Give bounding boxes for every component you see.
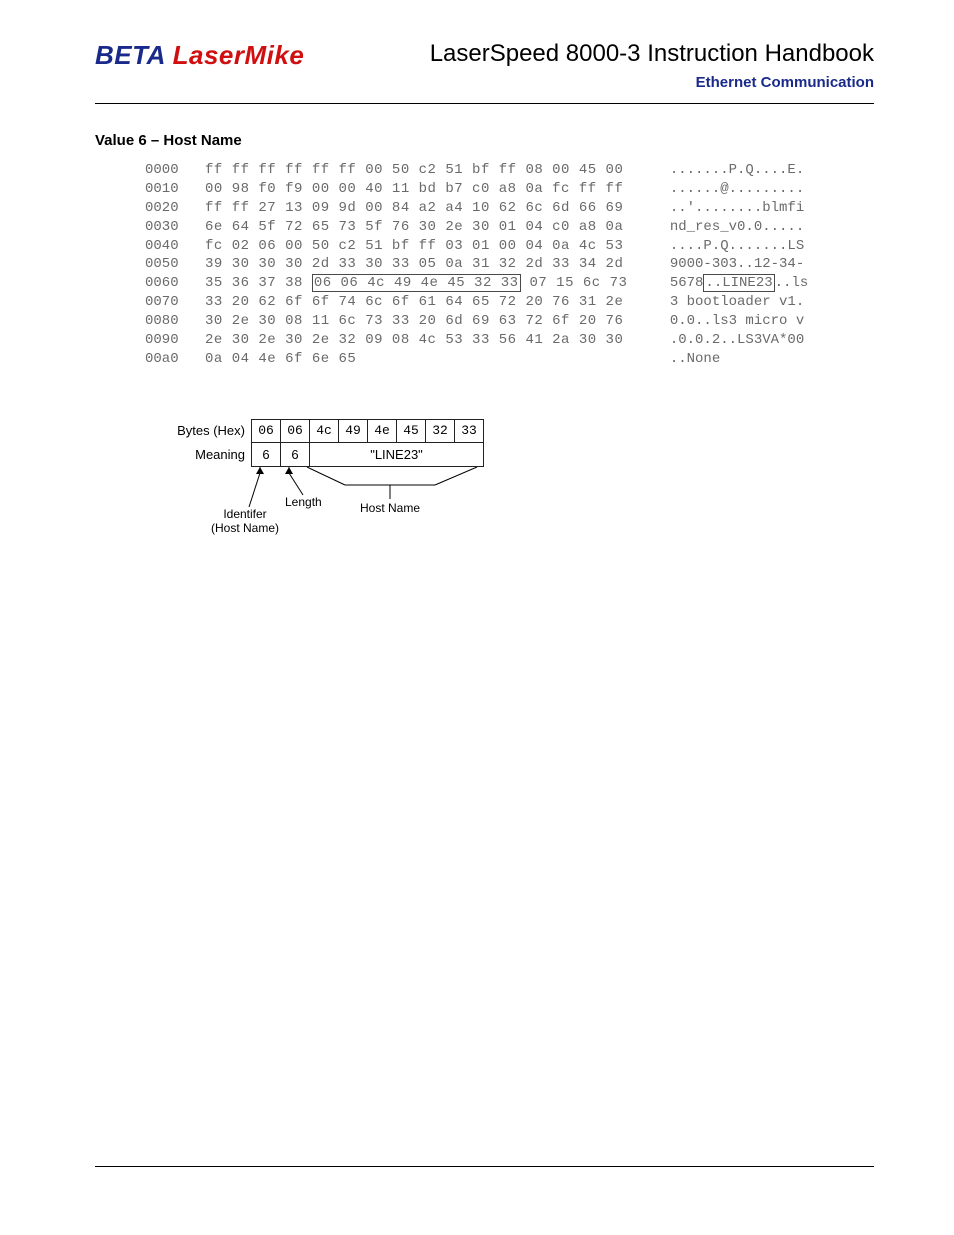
logo-beta: BETA — [95, 40, 165, 70]
hexdump-row: 0020ff ff 27 13 09 9d 00 84 a2 a4 10 62 … — [145, 199, 874, 218]
hexdump-row: 006035 36 37 38 06 06 4c 49 4e 45 32 33 … — [145, 274, 874, 293]
byte-cell: 49 — [338, 419, 368, 443]
hexdump-row: 007033 20 62 6f 6f 74 6c 6f 61 64 65 72 … — [145, 293, 874, 312]
meaning-cell: "LINE23" — [309, 443, 484, 467]
section-title: Value 6 – Host Name — [95, 132, 874, 149]
annotation-length: Length — [285, 495, 322, 509]
hexdump-row: 001000 98 f0 f9 00 00 40 11 bd b7 c0 a8 … — [145, 180, 874, 199]
page: BETA LaserMike LaserSpeed 8000-3 Instruc… — [0, 0, 954, 1235]
meaning-table-row: 66"LINE23" — [251, 443, 484, 467]
byte-cell: 4c — [309, 419, 339, 443]
hexdump-row: 00902e 30 2e 30 2e 32 09 08 4c 53 33 56 … — [145, 331, 874, 350]
byte-cell: 4e — [367, 419, 397, 443]
logo-laser: LaserMike — [173, 40, 305, 70]
header-rule — [95, 103, 874, 104]
doc-title: LaserSpeed 8000-3 Instruction Handbook — [430, 40, 874, 68]
byte-cell: 06 — [251, 419, 281, 443]
hexdump-row: 008030 2e 30 08 11 6c 73 33 20 6d 69 63 … — [145, 312, 874, 331]
byte-cell: 32 — [425, 419, 455, 443]
diagram-label-meaning: Meaning — [155, 443, 251, 467]
meaning-cell: 6 — [280, 443, 310, 467]
byte-table-row: 06064c494e453233 — [251, 419, 484, 443]
hexdump-row: 0000ff ff ff ff ff ff 00 50 c2 51 bf ff … — [145, 161, 874, 180]
hexdump-row: 0040fc 02 06 00 50 c2 51 bf ff 03 01 00 … — [145, 237, 874, 256]
diagram-annotations: Identifer(Host Name) Length Host Name — [245, 467, 874, 537]
annotation-identifier: Identifer(Host Name) — [205, 507, 285, 536]
footer-rule — [95, 1166, 874, 1167]
byte-cell: 06 — [280, 419, 310, 443]
logo: BETA LaserMike — [95, 40, 304, 71]
hexdump: 0000ff ff ff ff ff ff 00 50 c2 51 bf ff … — [145, 161, 874, 369]
hexdump-row: 00306e 64 5f 72 65 73 5f 76 30 2e 30 01 … — [145, 218, 874, 237]
meaning-cell: 6 — [251, 443, 281, 467]
annotation-hostname: Host Name — [360, 501, 420, 515]
title-block: LaserSpeed 8000-3 Instruction Handbook E… — [430, 40, 874, 91]
doc-subtitle: Ethernet Communication — [430, 74, 874, 91]
diagram-label-bytes: Bytes (Hex) — [155, 419, 251, 443]
page-header: BETA LaserMike LaserSpeed 8000-3 Instruc… — [95, 40, 874, 91]
byte-cell: 45 — [396, 419, 426, 443]
hexdump-row: 00a00a 04 4e 6f 6e 65 ..None — [145, 350, 874, 369]
byte-diagram: Bytes (Hex) 06064c494e453233 Meaning 66"… — [155, 419, 874, 537]
byte-cell: 33 — [454, 419, 484, 443]
hexdump-row: 005039 30 30 30 2d 33 30 33 05 0a 31 32 … — [145, 255, 874, 274]
